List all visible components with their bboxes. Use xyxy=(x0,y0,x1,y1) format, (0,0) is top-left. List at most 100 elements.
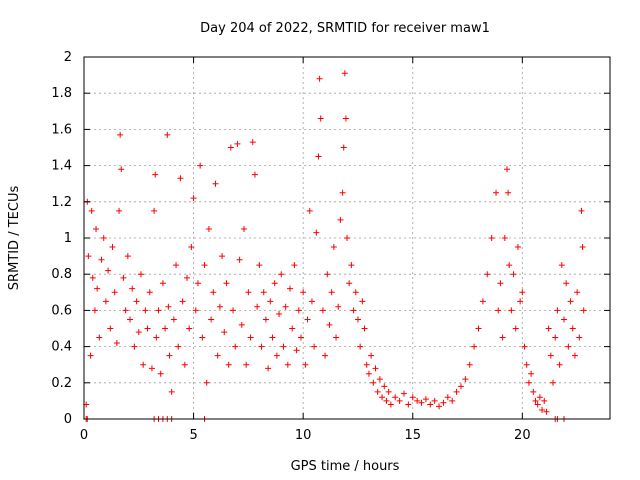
data-point xyxy=(495,307,502,314)
data-point xyxy=(539,406,546,413)
data-point xyxy=(166,352,173,359)
data-point xyxy=(234,140,241,147)
y-tick-label: 0.8 xyxy=(51,267,72,282)
data-point xyxy=(135,329,142,336)
data-point xyxy=(552,334,559,341)
data-point xyxy=(122,307,129,314)
data-point xyxy=(536,394,543,401)
data-point xyxy=(278,271,285,278)
data-point xyxy=(116,207,123,214)
data-point xyxy=(337,216,344,223)
data-point xyxy=(192,307,199,314)
x-tick-label: 20 xyxy=(514,428,531,443)
data-point xyxy=(342,115,349,122)
data-point xyxy=(265,365,272,372)
data-point xyxy=(479,298,486,305)
data-point xyxy=(385,388,392,395)
data-point xyxy=(85,253,92,260)
data-point xyxy=(205,225,212,232)
data-point xyxy=(249,139,256,146)
data-point xyxy=(508,307,515,314)
data-point xyxy=(530,388,537,395)
data-point xyxy=(186,325,193,332)
data-point xyxy=(543,408,550,415)
y-tick-label: 1.4 xyxy=(51,159,72,174)
data-point xyxy=(569,325,576,332)
data-point xyxy=(383,397,390,404)
data-point xyxy=(431,397,438,404)
data-point xyxy=(251,171,258,178)
data-point xyxy=(392,394,399,401)
data-point xyxy=(98,256,105,263)
data-point xyxy=(291,262,298,269)
data-point xyxy=(563,280,570,287)
data-point xyxy=(350,307,357,314)
data-point xyxy=(203,379,210,386)
data-point xyxy=(289,325,296,332)
data-point xyxy=(545,325,552,332)
data-point xyxy=(243,361,250,368)
data-point xyxy=(93,225,100,232)
data-point xyxy=(324,271,331,278)
x-axis-label: GPS time / hours xyxy=(291,459,400,474)
data-point xyxy=(359,298,366,305)
data-point xyxy=(560,316,567,323)
data-point xyxy=(155,307,162,314)
grid xyxy=(84,57,610,419)
data-point xyxy=(280,343,287,350)
data-point xyxy=(165,303,172,310)
data-point xyxy=(177,175,184,182)
data-point xyxy=(227,144,234,151)
data-point xyxy=(484,271,491,278)
data-point xyxy=(254,303,261,310)
data-point xyxy=(326,321,333,328)
data-point xyxy=(315,153,322,160)
data-point xyxy=(190,195,197,202)
data-point xyxy=(159,280,166,287)
data-point xyxy=(370,379,377,386)
data-point xyxy=(580,307,587,314)
x-tick-label: 0 xyxy=(80,428,88,443)
data-point xyxy=(506,262,513,269)
data-point xyxy=(514,244,521,251)
data-point xyxy=(517,298,524,305)
data-point xyxy=(111,289,118,296)
data-point xyxy=(503,166,510,173)
data-point xyxy=(94,285,101,292)
data-point xyxy=(230,307,237,314)
data-point xyxy=(262,316,269,323)
data-point xyxy=(287,285,294,292)
data-point xyxy=(267,298,274,305)
data-point xyxy=(372,365,379,372)
data-point xyxy=(214,352,221,359)
data-point xyxy=(578,207,585,214)
data-point xyxy=(534,401,541,408)
data-point xyxy=(488,235,495,241)
data-point xyxy=(339,189,346,196)
data-point xyxy=(333,334,340,341)
data-point xyxy=(317,115,324,122)
data-point xyxy=(505,189,512,196)
data-point xyxy=(363,361,370,368)
data-point xyxy=(245,289,252,296)
y-tick-label: 2 xyxy=(64,50,72,65)
data-point xyxy=(282,303,289,310)
data-point xyxy=(471,343,478,350)
data-point xyxy=(311,343,318,350)
data-point xyxy=(221,329,228,336)
data-point xyxy=(499,334,506,341)
data-point xyxy=(124,253,131,260)
data-point xyxy=(365,370,372,377)
data-point xyxy=(201,262,208,269)
data-point xyxy=(558,262,565,269)
data-point xyxy=(232,343,239,350)
data-point xyxy=(91,307,98,314)
y-tick-label: 0.2 xyxy=(51,376,72,391)
data-point xyxy=(271,280,278,287)
data-point xyxy=(131,343,138,350)
data-point xyxy=(87,352,94,359)
data-point xyxy=(107,325,114,332)
data-point xyxy=(137,271,144,278)
data-point xyxy=(256,262,263,269)
data-point xyxy=(146,289,153,296)
